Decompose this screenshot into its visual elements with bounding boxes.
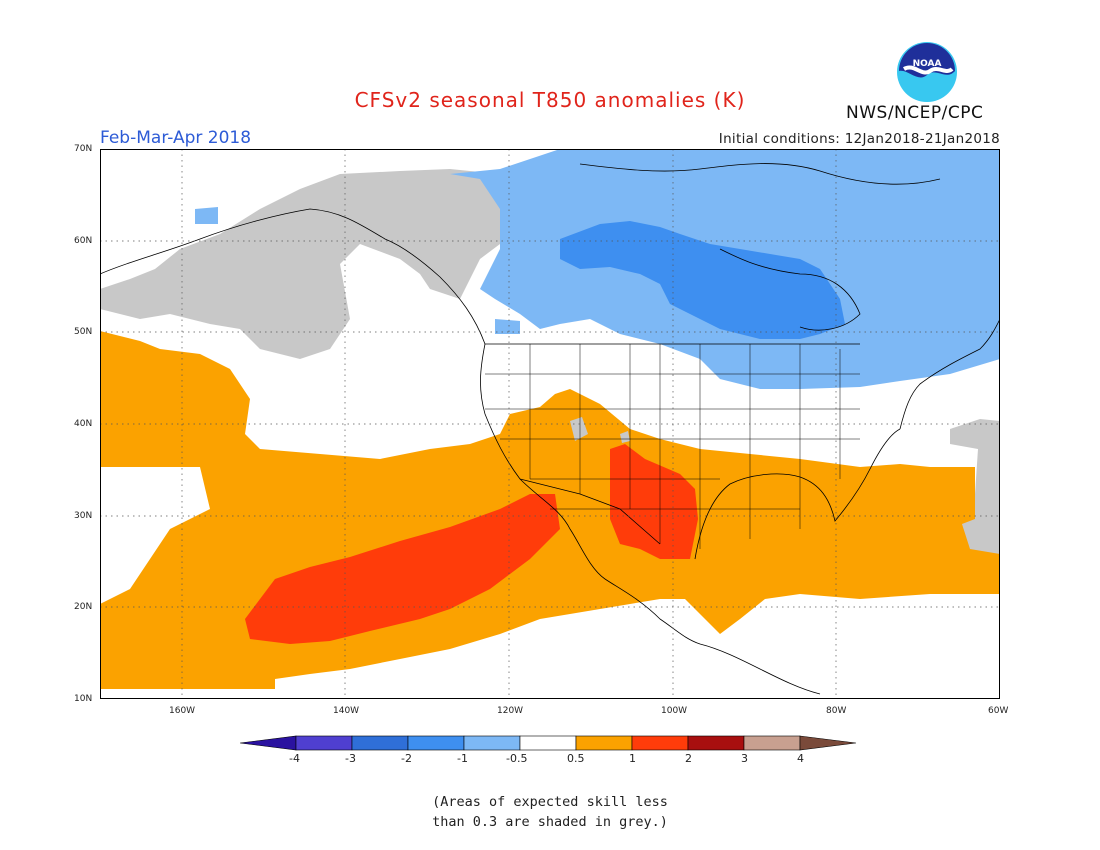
lat-label-70n: 70N xyxy=(74,144,93,154)
warm-anomaly-regions xyxy=(100,331,1000,689)
lon-label-160w: 160W xyxy=(169,706,196,716)
organization-label: NWS/NCEP/CPC xyxy=(846,103,984,123)
colorbar-label: -2 xyxy=(401,752,412,765)
colorbar-arrow-low xyxy=(240,735,297,751)
lon-label-140w: 140W xyxy=(333,706,360,716)
warm-region-red-pacific xyxy=(245,494,560,644)
lon-label-100w: 100W xyxy=(661,706,688,716)
noaa-logo: NOAA xyxy=(897,42,957,102)
skill-note-line: (Areas of expected skill less xyxy=(432,794,668,810)
warm-region-grey-patch xyxy=(570,417,630,443)
grey-region-alaska xyxy=(100,169,500,359)
lat-label-60n: 60N xyxy=(74,236,93,246)
forecast-period: Feb-Mar-Apr 2018 xyxy=(100,128,252,148)
colorbar-label: -3 xyxy=(345,752,356,765)
lon-label-60w: 60W xyxy=(988,706,1009,716)
colorbar-label: -4 xyxy=(289,752,300,765)
initial-conditions: Initial conditions: 12Jan2018-21Jan2018 xyxy=(718,131,1000,147)
colorbar xyxy=(240,735,857,751)
arctic-islands xyxy=(579,163,941,185)
coastline-east xyxy=(899,318,1000,430)
lat-label-30n: 30N xyxy=(74,511,93,521)
colorbar-swatch xyxy=(295,735,353,751)
colorbar-label: -0.5 xyxy=(506,752,528,765)
warm-region-clear-gap xyxy=(100,467,210,604)
skill-note-line: than 0.3 are shaded in grey.) xyxy=(432,814,668,830)
colorbar-arrow-high xyxy=(799,735,857,751)
lon-label-120w: 120W xyxy=(497,706,524,716)
coastline-north-america xyxy=(100,208,821,695)
cool-anomaly-regions xyxy=(195,149,1000,389)
colorbar-label: 2 xyxy=(685,752,692,765)
lat-label-40n: 40N xyxy=(74,419,93,429)
colorbar-swatch xyxy=(463,735,521,751)
coastlines xyxy=(100,163,1000,695)
colorbar-label: 0.5 xyxy=(567,752,585,765)
colorbar-label: 3 xyxy=(741,752,748,765)
colorbar-label: 4 xyxy=(797,752,804,765)
colorbar-swatch xyxy=(351,735,409,751)
colorbar-swatch xyxy=(407,735,465,751)
colorbar-swatch xyxy=(743,735,801,751)
colorbar-label: 1 xyxy=(629,752,636,765)
cool-region-medium xyxy=(560,221,845,339)
colorbar-swatch xyxy=(575,735,633,751)
coastline-gulf xyxy=(694,428,901,560)
skill-note: (Areas of expected skill less than 0.3 a… xyxy=(0,792,1100,832)
colorbar-swatch xyxy=(631,735,689,751)
lat-label-10n: 10N xyxy=(74,694,93,704)
colorbar-swatch xyxy=(519,735,577,751)
colorbar-swatches xyxy=(240,735,857,751)
warm-region-red-texas xyxy=(610,444,698,559)
coastline-hudson-bay xyxy=(719,248,861,331)
grey-region-atlantic xyxy=(950,419,1000,554)
graticule xyxy=(100,149,1000,699)
map-title: CFSv2 seasonal T850 anomalies (K) xyxy=(354,88,746,112)
colorbar-label: -1 xyxy=(457,752,468,765)
lat-label-50n: 50N xyxy=(74,327,93,337)
state-borders xyxy=(485,344,860,549)
anomaly-map xyxy=(100,149,1000,699)
logo-text: NOAA xyxy=(913,59,942,69)
colorbar-swatch xyxy=(687,735,745,751)
lon-label-80w: 80W xyxy=(826,706,847,716)
lat-label-20n: 20N xyxy=(74,602,93,612)
border-us-mexico xyxy=(519,478,661,545)
